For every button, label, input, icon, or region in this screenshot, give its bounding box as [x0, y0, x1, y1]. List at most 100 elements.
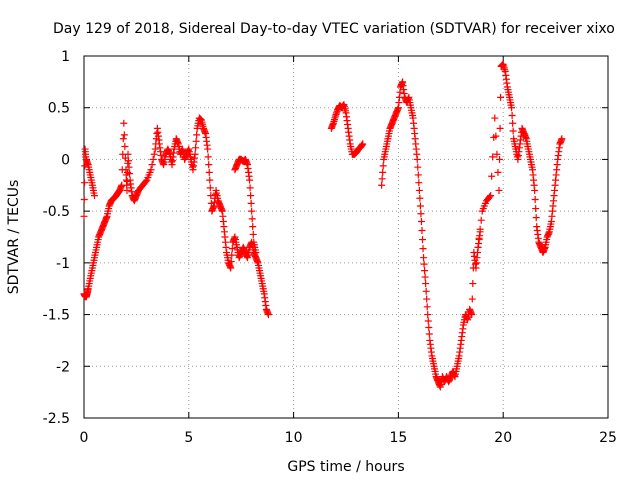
data-point: [228, 251, 236, 259]
data-point: [264, 311, 272, 319]
data-point: [379, 168, 387, 176]
data-point: [149, 155, 157, 163]
data-point: [413, 155, 421, 163]
data-point: [488, 172, 496, 180]
data-point: [418, 227, 426, 235]
y-tick-label: -1: [56, 256, 70, 272]
data-point: [249, 223, 257, 231]
x-tick-label: 15: [389, 430, 407, 446]
data-point: [425, 330, 433, 338]
chart-title: Day 129 of 2018, Sidereal Day-to-day VTE…: [53, 21, 615, 37]
data-point: [420, 254, 428, 262]
data-point: [247, 192, 255, 200]
data-point: [205, 168, 213, 176]
data-point: [531, 186, 539, 194]
data-point: [126, 170, 134, 178]
data-point: [477, 216, 485, 224]
data-point: [417, 210, 425, 218]
data-point: [81, 179, 89, 187]
data-point: [125, 163, 133, 171]
plot-frame: [83, 55, 609, 419]
data-point: [495, 186, 503, 194]
data-point: [558, 135, 566, 143]
data-point: [142, 177, 150, 185]
data-point: [496, 155, 504, 163]
data-point: [120, 131, 128, 139]
data-point: [379, 162, 387, 170]
data-point: [204, 153, 212, 161]
data-point: [417, 217, 425, 225]
data-point: [119, 135, 127, 143]
x-tick-label: 5: [184, 430, 193, 446]
data-point: [378, 175, 386, 183]
data-point: [414, 171, 422, 179]
data-point: [474, 243, 482, 251]
x-tick-label: 0: [80, 430, 89, 446]
x-tick-label: 20: [494, 430, 512, 446]
data-point: [246, 184, 254, 192]
data-point: [476, 225, 484, 233]
data-point: [205, 161, 213, 169]
data-point: [206, 176, 214, 184]
data-point: [359, 140, 367, 148]
data-point: [414, 163, 422, 171]
data-point: [475, 234, 483, 242]
data-point: [247, 199, 255, 207]
data-point: [468, 311, 476, 319]
data-point: [496, 124, 504, 132]
data-point: [415, 179, 423, 187]
data-point: [424, 317, 432, 325]
data-point: [424, 311, 432, 319]
data-point: [509, 127, 517, 135]
data-point: [497, 93, 505, 101]
data-point: [227, 264, 235, 272]
data-point: [416, 194, 424, 202]
data-point: [204, 145, 212, 153]
data-point: [150, 150, 158, 158]
data-point: [509, 119, 517, 127]
data-point: [421, 273, 429, 281]
data-point: [147, 166, 155, 174]
data-point: [123, 186, 131, 194]
data-point: [124, 150, 132, 158]
data-point: [489, 153, 497, 161]
data-point: [419, 245, 427, 253]
data-point: [423, 295, 431, 303]
data-point: [206, 184, 214, 192]
data-point: [246, 176, 254, 184]
data-point: [191, 150, 199, 158]
data-point: [249, 230, 257, 238]
data-point: [491, 114, 499, 122]
y-tick-label: -2: [56, 359, 70, 375]
data-point: [192, 137, 200, 145]
y-tick-label: 0.5: [48, 101, 70, 117]
data-point: [494, 168, 502, 176]
data-point: [227, 258, 235, 266]
y-tick-label: -1.5: [43, 308, 70, 324]
data-point: [492, 132, 500, 140]
data-point: [415, 186, 423, 194]
y-tick-label: -2.5: [43, 411, 70, 427]
data-point: [80, 212, 88, 220]
data-point: [416, 202, 424, 210]
data-point: [193, 131, 201, 139]
data-point: [120, 119, 128, 127]
data-point: [80, 196, 88, 204]
data-point: [508, 111, 516, 119]
data-point: [487, 192, 495, 200]
x-tick-label: 10: [285, 430, 303, 446]
x-axis-title: GPS time / hours: [287, 459, 404, 475]
data-point: [421, 267, 429, 275]
data-point: [248, 207, 256, 215]
data-point: [493, 150, 501, 158]
y-axis-title: SDTVAR / TECUs: [6, 180, 22, 295]
data-point: [423, 303, 431, 311]
data-point: [248, 215, 256, 223]
data-point: [508, 104, 516, 112]
data-point: [125, 157, 133, 165]
data-point: [419, 236, 427, 244]
data-point: [90, 192, 98, 200]
y-tick-label: 1: [61, 49, 70, 65]
data-point: [469, 280, 477, 288]
